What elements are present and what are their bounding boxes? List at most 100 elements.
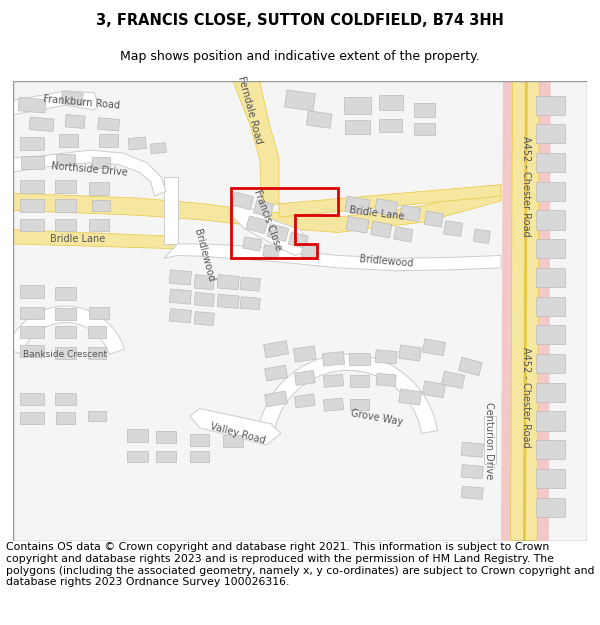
Polygon shape [164,244,501,271]
Polygon shape [374,199,398,216]
Polygon shape [443,221,463,236]
Polygon shape [484,416,496,464]
Text: Grove Way: Grove Way [350,409,403,428]
Polygon shape [20,180,44,193]
Text: Contains OS data © Crown copyright and database right 2021. This information is : Contains OS data © Crown copyright and d… [6,542,595,587]
Polygon shape [293,346,316,362]
Polygon shape [295,394,315,408]
Polygon shape [536,325,565,344]
Polygon shape [240,297,260,310]
Polygon shape [20,392,44,405]
Text: Centurion Drive: Centurion Drive [484,401,494,479]
Text: Bridle Lane: Bridle Lane [50,234,106,244]
Polygon shape [536,153,565,172]
Polygon shape [190,434,209,446]
Text: Bridlewood: Bridlewood [359,254,413,269]
Polygon shape [263,341,289,357]
Polygon shape [288,232,308,248]
Polygon shape [20,199,44,212]
Polygon shape [20,219,44,231]
Polygon shape [13,184,501,232]
Polygon shape [279,184,501,217]
Polygon shape [422,381,446,398]
Polygon shape [461,442,484,458]
Polygon shape [89,307,109,319]
Polygon shape [127,429,148,442]
Polygon shape [55,393,76,405]
Polygon shape [59,134,78,147]
Polygon shape [254,200,274,217]
Polygon shape [56,412,75,424]
Polygon shape [56,154,75,166]
Polygon shape [306,111,332,128]
Polygon shape [323,398,344,411]
Text: Bridle Lane: Bridle Lane [349,205,404,222]
Polygon shape [223,435,242,447]
Polygon shape [536,268,565,287]
Polygon shape [323,374,344,388]
Polygon shape [295,371,315,386]
Polygon shape [190,409,281,445]
Text: Frankburn Road: Frankburn Road [43,94,121,111]
Polygon shape [20,285,44,299]
Polygon shape [127,451,148,462]
Polygon shape [263,244,280,259]
Polygon shape [422,339,446,356]
Polygon shape [536,239,565,258]
Text: Valley Road: Valley Road [209,421,266,446]
Polygon shape [29,117,54,131]
Polygon shape [13,150,166,196]
Polygon shape [99,134,118,147]
Polygon shape [345,120,370,134]
Polygon shape [350,399,369,411]
Polygon shape [536,498,565,517]
Polygon shape [376,373,396,386]
Polygon shape [55,348,76,359]
Polygon shape [424,211,443,227]
Polygon shape [242,237,262,251]
Polygon shape [536,411,565,431]
Polygon shape [7,306,125,354]
Polygon shape [98,118,119,131]
Polygon shape [20,412,44,424]
Polygon shape [394,227,413,242]
Polygon shape [284,90,316,111]
Polygon shape [265,365,287,381]
Text: Map shows position and indicative extent of the property.: Map shows position and indicative extent… [120,51,480,63]
Polygon shape [169,309,191,323]
Polygon shape [157,451,176,462]
Text: Northside Drive: Northside Drive [51,161,128,177]
Polygon shape [536,440,565,459]
Polygon shape [20,138,44,149]
Polygon shape [344,96,371,114]
Polygon shape [399,345,421,361]
Polygon shape [322,352,344,366]
Polygon shape [536,469,565,488]
Polygon shape [217,274,239,290]
Polygon shape [345,196,370,215]
Polygon shape [194,275,214,290]
Polygon shape [55,308,76,320]
Polygon shape [55,199,76,212]
Polygon shape [88,348,106,359]
Polygon shape [232,192,254,210]
Polygon shape [157,431,176,444]
Text: A452 - Chester Road: A452 - Chester Road [521,347,531,448]
Polygon shape [65,114,85,129]
Polygon shape [536,354,565,373]
Text: Bridlewood: Bridlewood [193,228,216,283]
Polygon shape [536,124,565,144]
Polygon shape [400,205,421,222]
Polygon shape [458,357,482,376]
Polygon shape [379,94,403,110]
Polygon shape [371,221,392,238]
Polygon shape [346,216,369,233]
Polygon shape [20,307,44,319]
Text: A452 - Chester Road: A452 - Chester Road [521,136,531,237]
Polygon shape [473,229,490,244]
Polygon shape [20,326,44,338]
Polygon shape [55,287,76,301]
Polygon shape [92,200,110,211]
Polygon shape [89,219,109,231]
Text: Bankside Crescent: Bankside Crescent [23,349,107,359]
